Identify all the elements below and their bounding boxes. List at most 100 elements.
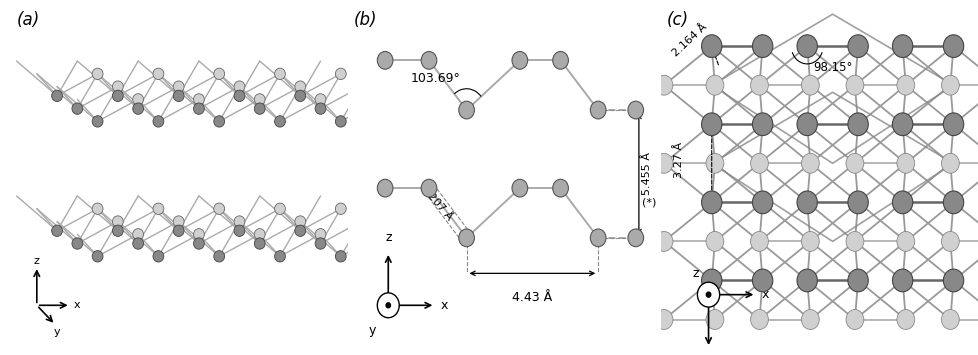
Circle shape (896, 231, 913, 251)
Text: 4.43 Å: 4.43 Å (511, 291, 552, 304)
Circle shape (590, 229, 605, 247)
Circle shape (335, 203, 346, 214)
Circle shape (654, 231, 672, 251)
Circle shape (701, 35, 721, 58)
Circle shape (112, 216, 123, 227)
Circle shape (896, 310, 913, 329)
Text: x: x (761, 288, 769, 301)
Circle shape (896, 153, 913, 173)
Text: 2.164 Å: 2.164 Å (670, 22, 708, 59)
Circle shape (941, 231, 958, 251)
Circle shape (274, 116, 286, 127)
Text: 5.455 Å: 5.455 Å (642, 152, 651, 196)
Circle shape (385, 303, 390, 308)
Text: 2.207 Å: 2.207 Å (418, 183, 454, 222)
Circle shape (71, 238, 83, 249)
Circle shape (377, 179, 392, 197)
Circle shape (194, 229, 204, 240)
Circle shape (294, 225, 305, 236)
Circle shape (377, 293, 399, 318)
Circle shape (627, 229, 643, 247)
Circle shape (796, 113, 817, 136)
Circle shape (377, 51, 392, 69)
Text: 103.69°: 103.69° (410, 72, 460, 84)
Circle shape (796, 269, 817, 292)
Circle shape (315, 94, 326, 105)
Circle shape (315, 238, 326, 249)
Circle shape (511, 51, 527, 69)
Circle shape (153, 68, 163, 80)
Circle shape (213, 203, 224, 214)
Circle shape (943, 191, 962, 214)
Circle shape (153, 116, 163, 127)
Circle shape (294, 216, 305, 227)
Circle shape (892, 269, 911, 292)
Circle shape (194, 103, 204, 114)
Text: x: x (440, 299, 448, 312)
Circle shape (112, 90, 123, 102)
Circle shape (234, 225, 244, 236)
Text: 98.15°: 98.15° (813, 61, 852, 74)
Circle shape (847, 269, 867, 292)
Circle shape (315, 229, 326, 240)
Circle shape (654, 153, 672, 173)
Circle shape (701, 113, 721, 136)
Circle shape (845, 75, 863, 95)
Circle shape (750, 75, 768, 95)
Circle shape (294, 90, 305, 102)
Circle shape (234, 81, 244, 92)
Circle shape (511, 179, 527, 197)
Circle shape (892, 35, 911, 58)
Text: (c): (c) (667, 11, 689, 29)
Circle shape (234, 216, 244, 227)
Circle shape (847, 35, 867, 58)
Circle shape (459, 101, 474, 119)
Circle shape (112, 225, 123, 236)
Circle shape (892, 191, 911, 214)
Circle shape (752, 113, 772, 136)
Circle shape (801, 231, 819, 251)
Circle shape (752, 191, 772, 214)
Text: x: x (74, 300, 80, 310)
Circle shape (335, 251, 346, 262)
Circle shape (750, 310, 768, 329)
Circle shape (750, 231, 768, 251)
Circle shape (173, 225, 184, 236)
Circle shape (654, 310, 672, 329)
Text: (*): (*) (642, 197, 655, 207)
Circle shape (133, 94, 144, 105)
Circle shape (943, 269, 962, 292)
Circle shape (752, 35, 772, 58)
Circle shape (847, 191, 867, 214)
Circle shape (553, 51, 568, 69)
Circle shape (254, 229, 265, 240)
Circle shape (590, 101, 605, 119)
Circle shape (194, 238, 204, 249)
Circle shape (92, 68, 103, 80)
Text: 3.27 Å: 3.27 Å (673, 142, 683, 178)
Circle shape (459, 229, 474, 247)
Circle shape (92, 116, 103, 127)
Text: z: z (691, 267, 698, 280)
Circle shape (133, 103, 144, 114)
Circle shape (153, 251, 163, 262)
Circle shape (133, 238, 144, 249)
Circle shape (752, 269, 772, 292)
Circle shape (847, 113, 867, 136)
Circle shape (750, 153, 768, 173)
Circle shape (274, 251, 286, 262)
Circle shape (845, 231, 863, 251)
Text: (a): (a) (17, 11, 40, 29)
Circle shape (796, 35, 817, 58)
Circle shape (801, 75, 819, 95)
Circle shape (941, 153, 958, 173)
Circle shape (213, 68, 224, 80)
Circle shape (845, 153, 863, 173)
Circle shape (892, 113, 911, 136)
Circle shape (701, 191, 721, 214)
Text: z: z (34, 256, 40, 266)
Circle shape (705, 231, 723, 251)
Circle shape (254, 103, 265, 114)
Circle shape (213, 116, 224, 127)
Circle shape (112, 81, 123, 92)
